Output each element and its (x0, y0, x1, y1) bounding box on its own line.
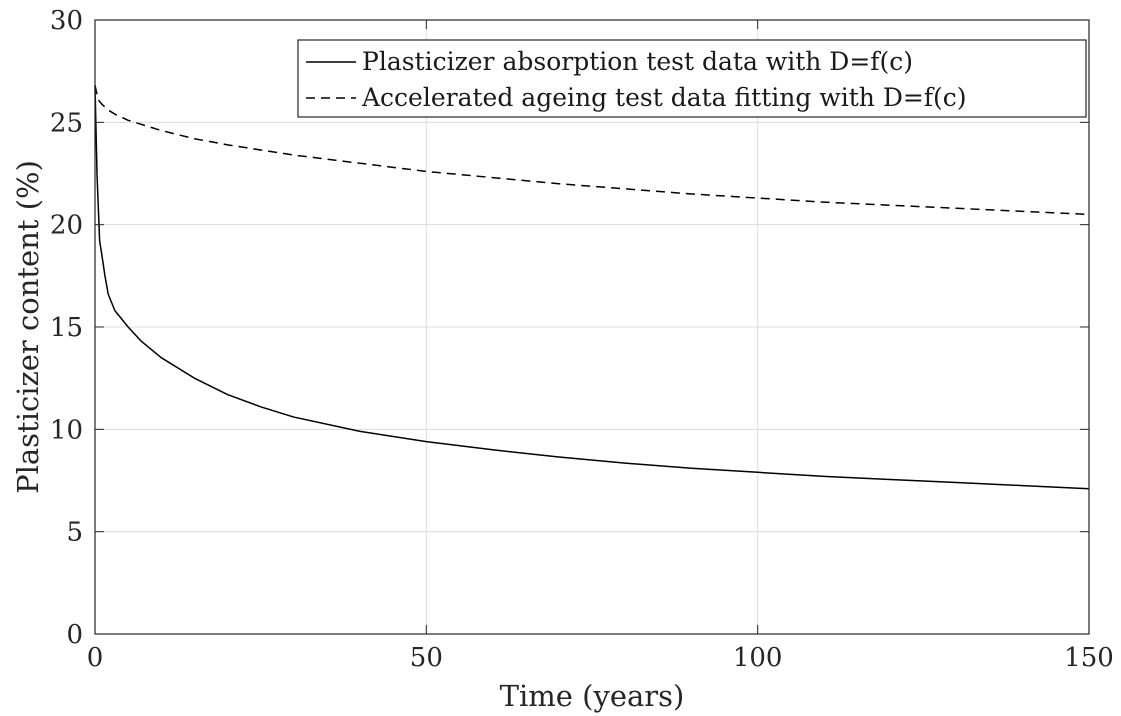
y-tick-label: 15 (50, 313, 83, 343)
y-tick-label: 0 (66, 620, 83, 650)
y-tick-label: 30 (50, 6, 83, 36)
legend-box (297, 39, 1087, 118)
y-tick-label: 5 (66, 518, 83, 548)
series-line-ageing (94, 85, 1090, 216)
series-group (94, 85, 1090, 490)
x-tick-label: 100 (733, 643, 783, 673)
y-tick-label: 10 (50, 415, 83, 445)
x-tick-label: 50 (410, 643, 443, 673)
legend[interactable]: Plasticizer absorption test data with D=… (297, 39, 1087, 118)
tick-labels-group: 0 50 100 150 0 5 10 15 20 25 30 (50, 6, 1114, 673)
x-axis-label: Time (years) (500, 679, 685, 713)
y-tick-label: 20 (50, 211, 83, 241)
legend-label-ageing: Accelerated ageing test data fitting wit… (361, 83, 967, 112)
y-tick-label: 25 (50, 108, 83, 138)
series-line-absorption (94, 85, 1090, 490)
ticks-group (94, 19, 1090, 635)
x-tick-label: 0 (87, 643, 104, 673)
y-axis-label: Plasticizer content (%) (11, 160, 45, 494)
grid (95, 20, 1089, 634)
legend-label-absorption: Plasticizer absorption test data with D=… (362, 47, 913, 76)
x-tick-label: 150 (1064, 643, 1114, 673)
